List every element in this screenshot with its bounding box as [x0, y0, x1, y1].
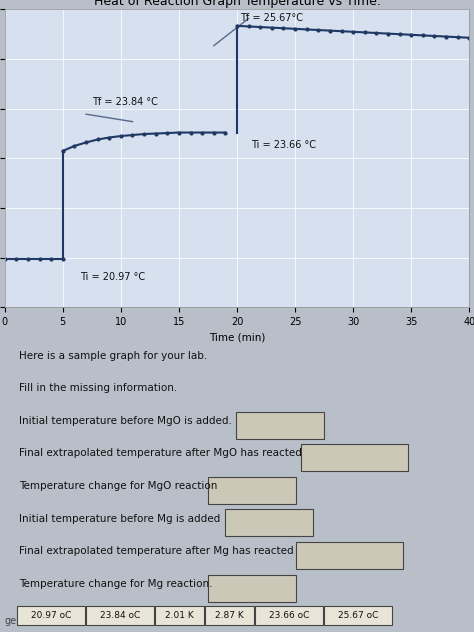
FancyBboxPatch shape [236, 411, 324, 439]
FancyBboxPatch shape [86, 606, 154, 625]
Text: Fill in the missing information.: Fill in the missing information. [18, 383, 177, 393]
FancyBboxPatch shape [17, 606, 85, 625]
Text: Tf = 25.67°C: Tf = 25.67°C [240, 13, 303, 23]
Text: Ti = 23.66 °C: Ti = 23.66 °C [251, 140, 316, 150]
Text: Final extrapolated temperature after MgO has reacted: Final extrapolated temperature after MgO… [18, 449, 301, 458]
Text: Here is a sample graph for your lab.: Here is a sample graph for your lab. [18, 351, 207, 361]
FancyBboxPatch shape [208, 574, 296, 602]
Text: 25.67 oC: 25.67 oC [337, 611, 378, 620]
FancyBboxPatch shape [225, 509, 313, 537]
Text: 23.84 oC: 23.84 oC [100, 611, 140, 620]
Text: ge: ge [5, 616, 17, 626]
Text: Tf = 23.84 °C: Tf = 23.84 °C [92, 97, 158, 107]
Text: Temperature change for Mg reaction.: Temperature change for Mg reaction. [18, 579, 212, 589]
FancyBboxPatch shape [208, 477, 296, 504]
Text: 2.01 K: 2.01 K [165, 611, 194, 620]
Text: 23.66 oC: 23.66 oC [269, 611, 309, 620]
Title: Heat of Reaction Graph Temperature vs Time.: Heat of Reaction Graph Temperature vs Ti… [93, 0, 381, 8]
Text: Initial temperature before Mg is added: Initial temperature before Mg is added [18, 514, 220, 524]
Text: Final extrapolated temperature after Mg has reacted: Final extrapolated temperature after Mg … [18, 546, 293, 556]
Text: Ti = 20.97 °C: Ti = 20.97 °C [80, 272, 146, 282]
FancyBboxPatch shape [324, 606, 392, 625]
FancyBboxPatch shape [155, 606, 204, 625]
X-axis label: Time (min): Time (min) [209, 332, 265, 343]
Text: 20.97 oC: 20.97 oC [31, 611, 72, 620]
FancyBboxPatch shape [205, 606, 254, 625]
Text: 2.87 K: 2.87 K [215, 611, 244, 620]
FancyBboxPatch shape [255, 606, 323, 625]
FancyBboxPatch shape [301, 444, 408, 471]
FancyBboxPatch shape [296, 542, 403, 569]
Text: Initial temperature before MgO is added.: Initial temperature before MgO is added. [18, 416, 232, 426]
Text: Temperature change for MgO reaction: Temperature change for MgO reaction [18, 481, 217, 491]
